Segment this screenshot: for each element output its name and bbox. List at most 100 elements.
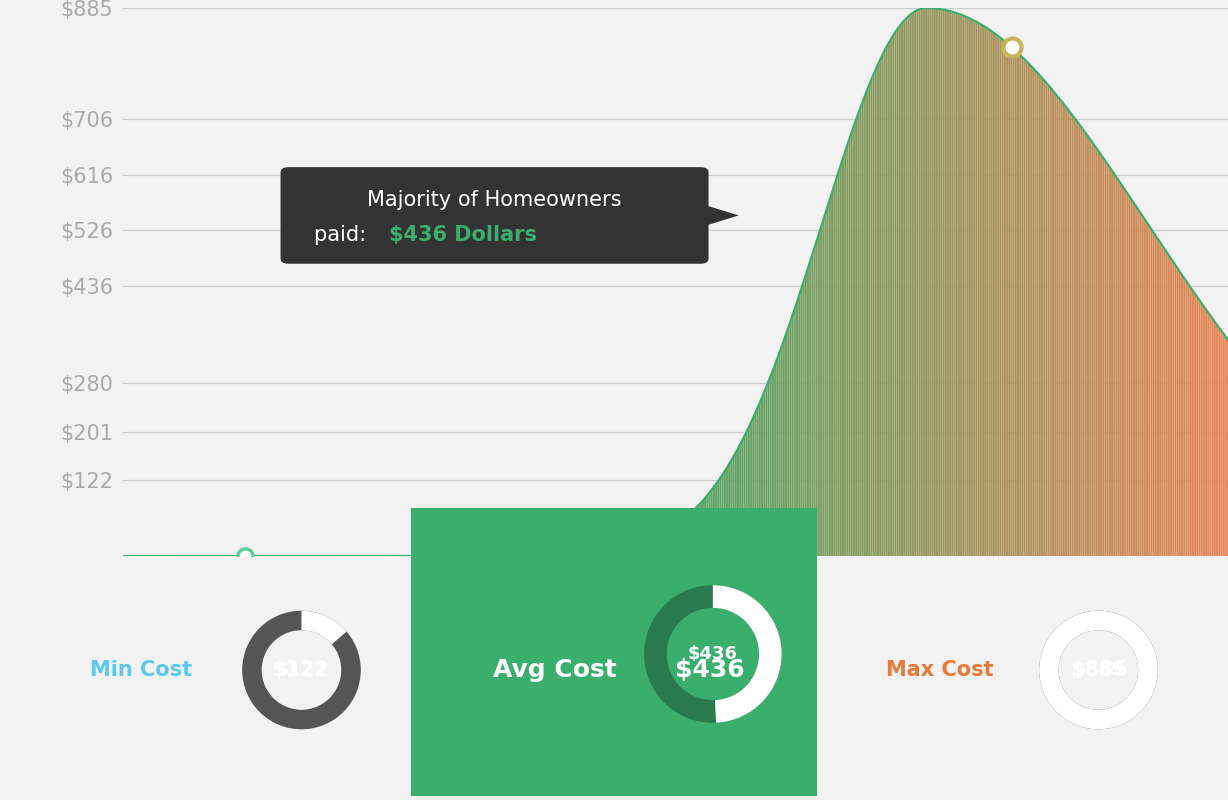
Polygon shape <box>788 324 790 556</box>
Polygon shape <box>1034 70 1036 556</box>
Polygon shape <box>680 520 683 556</box>
Polygon shape <box>937 9 939 556</box>
Polygon shape <box>1059 97 1060 556</box>
Polygon shape <box>1185 280 1187 556</box>
Polygon shape <box>1044 79 1046 556</box>
Polygon shape <box>914 12 915 556</box>
Polygon shape <box>1088 136 1090 556</box>
Polygon shape <box>651 538 653 556</box>
Polygon shape <box>1000 37 1002 556</box>
Polygon shape <box>992 31 995 556</box>
Polygon shape <box>1063 104 1066 556</box>
Polygon shape <box>580 554 582 556</box>
Polygon shape <box>955 13 958 556</box>
Polygon shape <box>1125 189 1126 556</box>
Polygon shape <box>1151 228 1152 556</box>
Wedge shape <box>1039 610 1158 730</box>
Polygon shape <box>1222 332 1224 556</box>
Polygon shape <box>1113 170 1114 556</box>
Polygon shape <box>1199 298 1200 556</box>
Polygon shape <box>964 16 966 556</box>
Polygon shape <box>1074 118 1077 556</box>
Polygon shape <box>985 26 986 556</box>
Polygon shape <box>648 540 650 556</box>
Polygon shape <box>1154 233 1156 556</box>
Polygon shape <box>551 555 554 556</box>
Polygon shape <box>686 516 688 556</box>
Polygon shape <box>950 11 952 556</box>
Polygon shape <box>894 30 896 556</box>
Polygon shape <box>736 449 738 556</box>
Wedge shape <box>643 586 782 722</box>
Polygon shape <box>594 552 597 556</box>
Polygon shape <box>898 26 900 556</box>
Polygon shape <box>793 307 796 556</box>
Polygon shape <box>1136 206 1137 556</box>
Polygon shape <box>712 487 713 556</box>
Polygon shape <box>852 126 853 556</box>
Polygon shape <box>605 551 607 556</box>
Polygon shape <box>1038 73 1040 556</box>
Polygon shape <box>907 16 909 556</box>
Polygon shape <box>1067 109 1070 556</box>
Polygon shape <box>754 410 756 556</box>
Text: $436: $436 <box>688 645 738 663</box>
Polygon shape <box>629 546 631 556</box>
Polygon shape <box>599 552 602 556</box>
Polygon shape <box>1135 203 1136 556</box>
Polygon shape <box>670 528 672 556</box>
Polygon shape <box>996 34 997 556</box>
Polygon shape <box>1170 258 1173 556</box>
Polygon shape <box>808 263 810 556</box>
Polygon shape <box>753 415 754 556</box>
Polygon shape <box>609 550 612 556</box>
Polygon shape <box>583 554 585 556</box>
Polygon shape <box>845 147 847 556</box>
Polygon shape <box>860 106 862 556</box>
Polygon shape <box>1196 296 1199 556</box>
Polygon shape <box>986 28 989 556</box>
Wedge shape <box>712 586 782 722</box>
Polygon shape <box>658 534 661 556</box>
Polygon shape <box>1002 38 1003 556</box>
Polygon shape <box>973 19 974 556</box>
Polygon shape <box>1224 334 1226 556</box>
Polygon shape <box>1200 302 1202 556</box>
Polygon shape <box>721 474 723 556</box>
Polygon shape <box>857 110 860 556</box>
Polygon shape <box>960 14 963 556</box>
Polygon shape <box>749 422 752 556</box>
Polygon shape <box>1016 50 1018 556</box>
Polygon shape <box>593 553 594 556</box>
Polygon shape <box>656 536 657 556</box>
Polygon shape <box>567 554 569 556</box>
Polygon shape <box>752 419 753 556</box>
Text: Min Cost: Min Cost <box>90 659 193 679</box>
Polygon shape <box>1011 46 1012 556</box>
Polygon shape <box>958 13 959 556</box>
Polygon shape <box>591 553 593 556</box>
Polygon shape <box>1214 322 1217 556</box>
Polygon shape <box>572 554 573 556</box>
Polygon shape <box>1005 41 1007 556</box>
Polygon shape <box>672 526 673 556</box>
Polygon shape <box>829 198 830 556</box>
Polygon shape <box>826 204 829 556</box>
Polygon shape <box>1012 48 1014 556</box>
Polygon shape <box>604 551 605 556</box>
Polygon shape <box>560 555 561 556</box>
Polygon shape <box>915 10 916 556</box>
Polygon shape <box>1117 178 1120 556</box>
Polygon shape <box>871 78 872 556</box>
Polygon shape <box>1036 71 1038 556</box>
Polygon shape <box>1217 325 1218 556</box>
Polygon shape <box>1203 306 1206 556</box>
Polygon shape <box>878 61 880 556</box>
Polygon shape <box>815 239 818 556</box>
Polygon shape <box>804 274 807 556</box>
Polygon shape <box>926 8 928 556</box>
Polygon shape <box>1103 157 1105 556</box>
Polygon shape <box>835 176 837 556</box>
Polygon shape <box>853 120 856 556</box>
Polygon shape <box>1158 239 1159 556</box>
